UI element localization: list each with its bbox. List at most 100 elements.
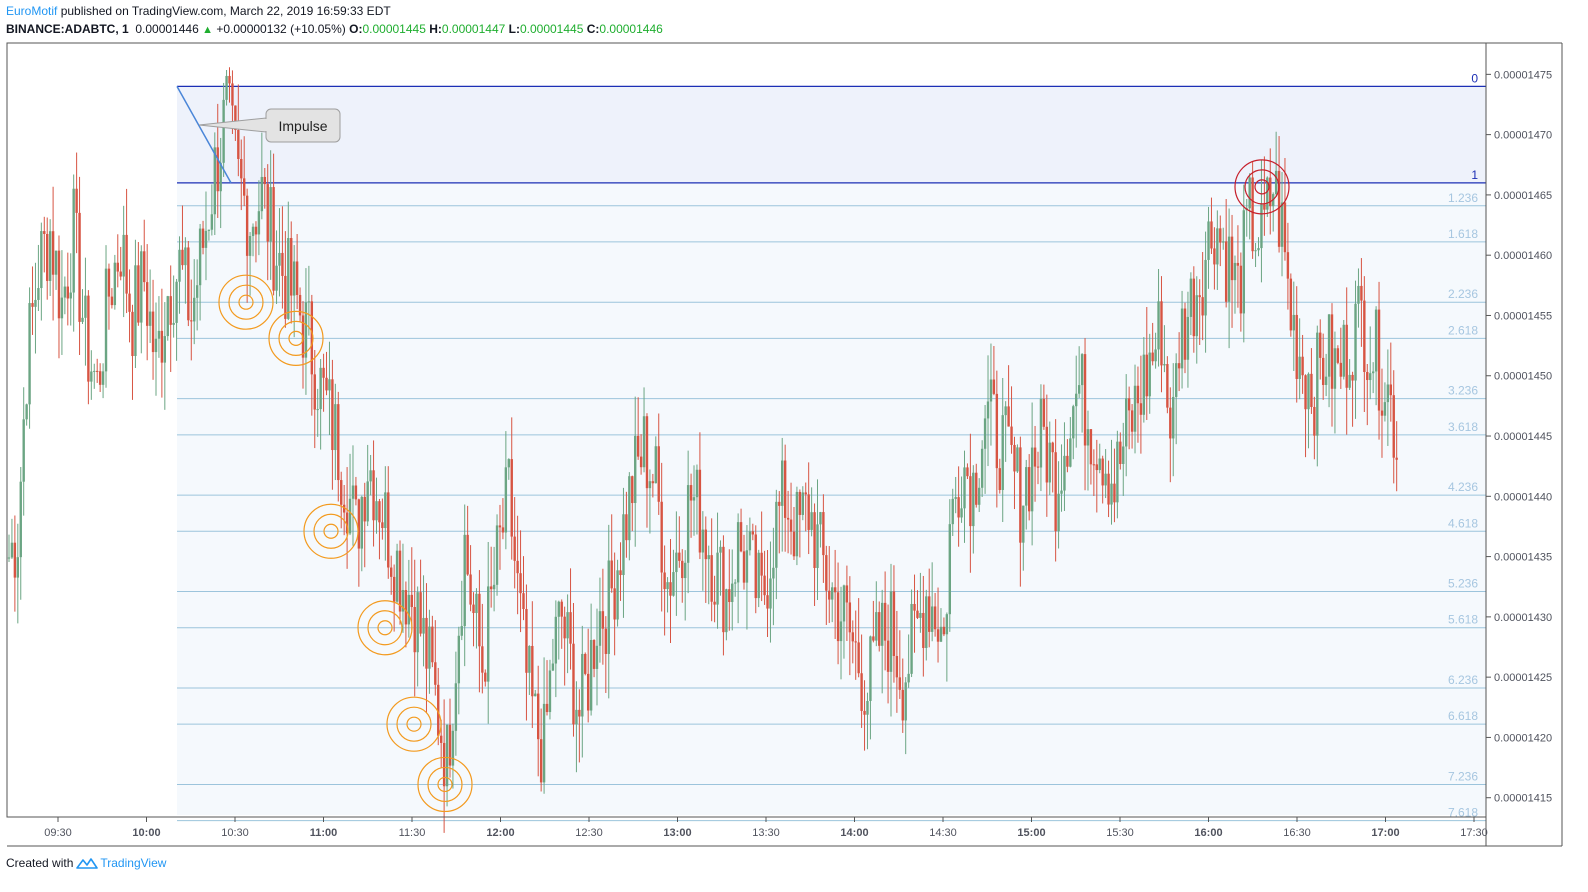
candle-up — [1374, 309, 1378, 372]
candle-up — [910, 603, 913, 674]
candle-down — [728, 589, 731, 603]
fib-level-label: 0 — [1471, 71, 1478, 85]
candle-down — [190, 320, 193, 322]
candle-down — [272, 187, 275, 291]
candle-down — [116, 262, 119, 272]
candle-up — [16, 557, 20, 578]
candle-up — [366, 481, 369, 522]
candle-down — [337, 404, 340, 481]
tradingview-link[interactable]: TradingView — [100, 856, 167, 870]
candle-up — [1260, 203, 1263, 249]
candle-down — [516, 560, 519, 574]
candle-up — [204, 230, 208, 248]
candle-down — [1389, 384, 1392, 396]
target-ring — [427, 766, 463, 803]
price-tick-label: 0.00001430 — [1494, 612, 1552, 624]
price-tick-label: 0.00001440 — [1494, 491, 1552, 503]
candle-up — [213, 147, 216, 215]
fib-level-label: 5.236 — [1448, 577, 1478, 591]
time-tick-label: 16:30 — [1283, 827, 1311, 839]
candle-up — [801, 492, 804, 515]
candle-down — [1345, 324, 1348, 388]
candle-up — [889, 591, 893, 672]
candle-down — [1213, 248, 1216, 265]
candle-down — [804, 492, 807, 495]
candle-down — [1127, 398, 1131, 411]
candle-up — [983, 418, 987, 449]
candle-up — [495, 525, 499, 585]
candle-down — [613, 588, 616, 620]
candle-down — [537, 693, 540, 740]
candle-up — [954, 497, 957, 499]
candle-up — [416, 592, 419, 653]
candle-down — [828, 590, 831, 600]
time-axis[interactable]: 09:30 10:00 10:30 11:00 11:30 12:00 12:30 13:00… — [44, 817, 1488, 839]
candle-down — [66, 286, 69, 299]
candle-up — [548, 670, 552, 713]
candle-up — [84, 295, 87, 318]
candle-up — [1307, 373, 1310, 410]
candle-down — [1139, 403, 1143, 415]
candle-up — [542, 703, 546, 783]
candle-down — [478, 593, 481, 647]
candle-down — [254, 226, 258, 235]
time-tick-label: 17:30 — [1460, 827, 1488, 839]
candle-up — [1257, 248, 1260, 251]
price-tick-label: 0.00001470 — [1494, 130, 1552, 142]
candle-down — [578, 709, 581, 717]
candle-up — [1030, 447, 1034, 512]
price-axis[interactable]: 0.00001415 0.00001420 0.00001425 0.00001430… — [1486, 69, 1552, 805]
candle-down — [845, 585, 849, 603]
candle-down — [1339, 362, 1343, 377]
candle-up — [1022, 505, 1025, 543]
candle-down — [1095, 464, 1098, 471]
candle-down — [481, 646, 484, 673]
publish-line: EuroMotif published on TradingView.com, … — [6, 4, 391, 18]
candle-up — [1077, 385, 1081, 394]
candle-up — [407, 594, 411, 625]
candle-down — [863, 710, 866, 715]
candle-up — [487, 586, 490, 682]
candle-down — [1239, 265, 1243, 314]
candle-down — [266, 184, 269, 242]
candle-up — [457, 635, 461, 684]
candle-up — [1001, 415, 1004, 490]
candle-down — [901, 689, 904, 721]
candle-down — [119, 271, 122, 277]
candle-up — [963, 467, 966, 509]
candle-down — [1201, 297, 1204, 316]
candle-up — [292, 261, 296, 296]
candle-down — [1360, 285, 1363, 301]
candle-down — [342, 504, 346, 513]
candle-down — [1166, 364, 1169, 408]
candle-up — [451, 730, 455, 766]
tradingview-logo-icon — [76, 858, 99, 869]
candle-down — [434, 662, 437, 685]
candle-down — [231, 83, 234, 106]
candle-up — [1254, 250, 1257, 252]
candle-up — [1357, 285, 1360, 304]
candle-up — [939, 626, 943, 642]
candle-up — [122, 234, 125, 277]
candle-up — [810, 512, 813, 530]
candle-up — [251, 226, 255, 237]
author-link[interactable]: EuroMotif — [6, 4, 58, 18]
candle-down — [560, 601, 563, 617]
candle-down — [1027, 467, 1031, 512]
candle-up — [528, 645, 531, 673]
candle-down — [143, 251, 146, 283]
candle-down — [181, 249, 184, 266]
symbol-name[interactable]: BINANCE:ADABTC, 1 — [6, 22, 129, 36]
candle-down — [1007, 406, 1010, 427]
fib-level-label: 1.618 — [1448, 227, 1478, 241]
candle-up — [93, 370, 96, 372]
chart-frame — [6, 42, 1563, 847]
candle-down — [31, 303, 34, 307]
candle-down — [378, 501, 381, 523]
target-ring — [323, 523, 339, 539]
candle-down — [563, 616, 566, 639]
candle-down — [439, 735, 443, 743]
candle-up — [880, 602, 884, 646]
candle-down — [531, 645, 534, 697]
